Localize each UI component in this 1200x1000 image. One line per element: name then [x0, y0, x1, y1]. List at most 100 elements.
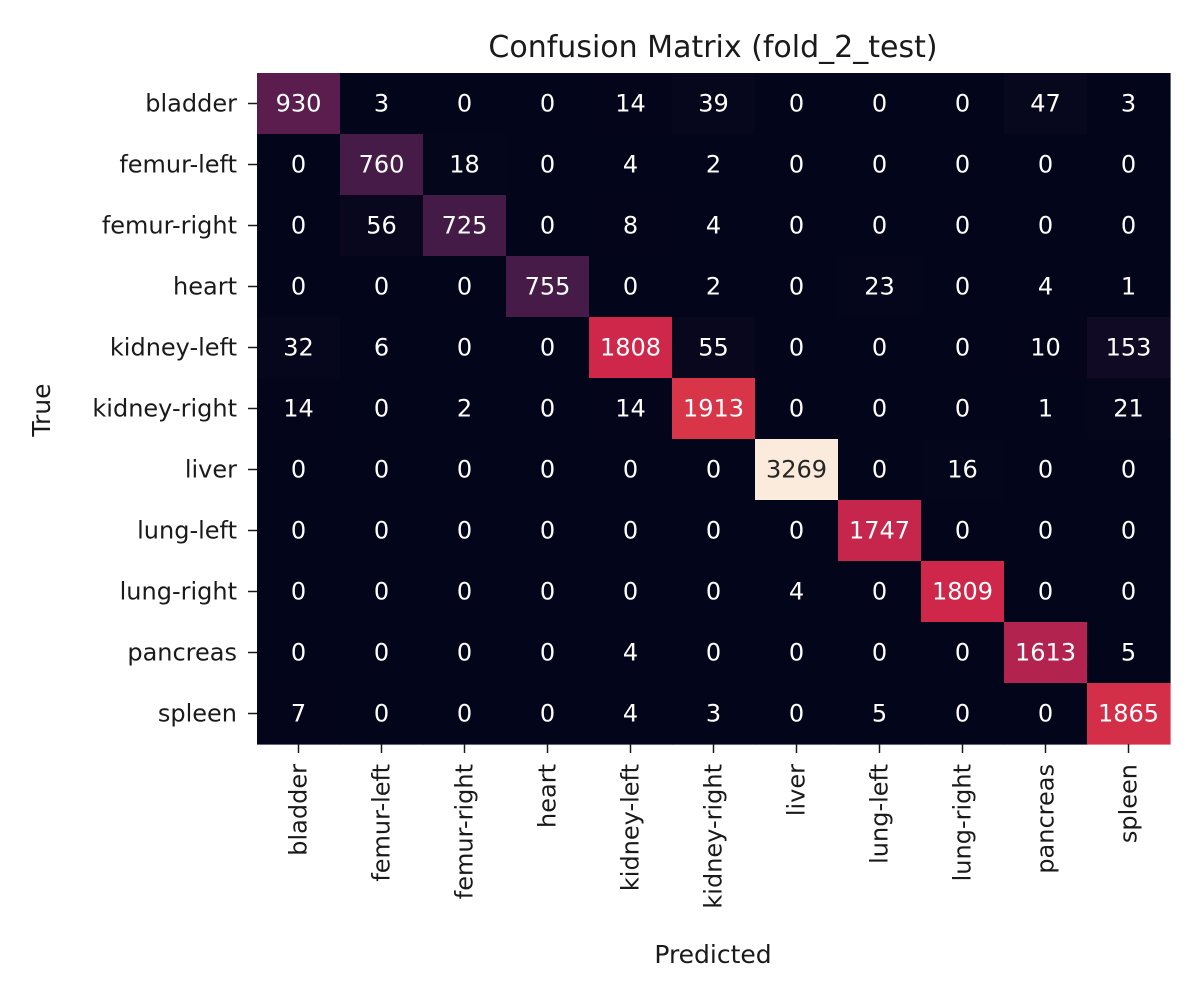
heatmap-cell	[423, 500, 507, 562]
heatmap-cell	[340, 683, 424, 745]
cell-value-label: 725	[442, 212, 488, 240]
cell-value-label: 5	[872, 700, 887, 728]
cell-value-label: 0	[291, 273, 306, 301]
cell-value-label: 0	[872, 212, 887, 240]
heatmap-cell	[672, 378, 756, 440]
heatmap-cell	[589, 561, 673, 623]
cell-value-label: 4	[789, 578, 804, 606]
heatmap-cell	[423, 317, 507, 379]
cell-value-label: 0	[374, 700, 389, 728]
x-tick-label: lung-left	[866, 764, 894, 864]
heatmap-cell	[838, 500, 922, 562]
cell-value-label: 0	[706, 517, 721, 545]
heatmap-cell	[1087, 256, 1171, 318]
heatmap-cell	[838, 195, 922, 257]
x-axis-ticks: bladder femur-left femur-right heart kidney-…	[285, 744, 1143, 909]
heatmap-cell	[257, 73, 341, 135]
cell-value-label: 0	[540, 517, 555, 545]
cell-value-label: 0	[540, 578, 555, 606]
heatmap-cell	[921, 134, 1005, 196]
heatmap-cell	[506, 622, 590, 684]
cell-value-label: 0	[789, 212, 804, 240]
heatmap-cell	[672, 134, 756, 196]
cell-value-label: 16	[947, 456, 978, 484]
heatmap-cell	[589, 195, 673, 257]
heatmap-cell	[921, 683, 1005, 745]
heatmap-cells: 930 3 0 0 14 39 0 0 0 47 30 760 18 0 4 2 0 0 0 0 00 56 725 0 8 4 0…	[257, 73, 1171, 745]
cell-value-label: 1	[1121, 273, 1136, 301]
heatmap-cell	[1087, 195, 1171, 257]
heatmap-cell	[755, 73, 839, 135]
heatmap-cell	[1004, 378, 1088, 440]
heatmap-cell	[506, 73, 590, 135]
heatmap-cell	[589, 378, 673, 440]
cell-value-label: 0	[955, 90, 970, 118]
cell-value-label: 0	[789, 639, 804, 667]
heatmap-cell	[340, 561, 424, 623]
cell-value-label: 0	[1121, 456, 1136, 484]
cell-value-label: 0	[540, 456, 555, 484]
heatmap-cell	[257, 500, 341, 562]
heatmap-cell	[1004, 195, 1088, 257]
heatmap-cell	[1087, 622, 1171, 684]
cell-value-label: 2	[457, 395, 472, 423]
cell-value-label: 4	[706, 212, 721, 240]
cell-value-label: 0	[540, 212, 555, 240]
cell-value-label: 4	[623, 639, 638, 667]
heatmap-cell	[423, 134, 507, 196]
y-tick-label: heart	[173, 273, 237, 301]
heatmap-cell	[340, 500, 424, 562]
heatmap-cell	[1004, 256, 1088, 318]
cell-value-label: 4	[623, 151, 638, 179]
y-tick-label: bladder	[145, 90, 237, 118]
cell-value-label: 0	[540, 639, 555, 667]
cell-value-label: 930	[276, 90, 322, 118]
heatmap-cell	[921, 500, 1005, 562]
heatmap-cell	[589, 439, 673, 501]
cell-value-label: 0	[540, 151, 555, 179]
heatmap-cell	[1004, 500, 1088, 562]
heatmap-cell	[672, 561, 756, 623]
heatmap-cell	[423, 439, 507, 501]
cell-value-label: 0	[291, 517, 306, 545]
heatmap-cell	[1004, 561, 1088, 623]
heatmap-cell	[921, 195, 1005, 257]
x-tick-label: spleen	[1115, 764, 1143, 843]
cell-value-label: 3	[1121, 90, 1136, 118]
heatmap-cell	[506, 317, 590, 379]
heatmap-cell	[838, 622, 922, 684]
cell-value-label: 0	[872, 639, 887, 667]
y-tick-label: femur-right	[102, 212, 237, 240]
heatmap-cell	[506, 561, 590, 623]
heatmap-cell	[340, 73, 424, 135]
heatmap-cell	[838, 439, 922, 501]
cell-value-label: 1865	[1098, 700, 1159, 728]
cell-value-label: 0	[457, 517, 472, 545]
cell-value-label: 0	[789, 334, 804, 362]
heatmap-cell	[1004, 439, 1088, 501]
heatmap-cell	[1087, 439, 1171, 501]
cell-value-label: 0	[291, 212, 306, 240]
y-tick-label: femur-left	[119, 151, 237, 179]
heatmap-cell	[506, 134, 590, 196]
cell-value-label: 0	[374, 517, 389, 545]
cell-value-label: 0	[955, 700, 970, 728]
cell-value-label: 0	[789, 90, 804, 118]
cell-value-label: 2	[706, 151, 721, 179]
cell-value-label: 0	[1121, 212, 1136, 240]
heatmap-cell	[672, 500, 756, 562]
cell-value-label: 0	[1121, 151, 1136, 179]
chart-title: Confusion Matrix (fold_2_test)	[488, 30, 937, 65]
x-tick-label: lung-right	[949, 764, 977, 881]
y-axis-label: True	[27, 383, 56, 437]
cell-value-label: 0	[540, 395, 555, 423]
x-tick-label: liver	[783, 764, 811, 816]
heatmap-cell	[257, 256, 341, 318]
heatmap-cell	[838, 378, 922, 440]
cell-value-label: 0	[955, 151, 970, 179]
heatmap-cell	[506, 439, 590, 501]
cell-value-label: 55	[698, 334, 729, 362]
cell-value-label: 47	[1030, 90, 1061, 118]
cell-value-label: 39	[698, 90, 729, 118]
